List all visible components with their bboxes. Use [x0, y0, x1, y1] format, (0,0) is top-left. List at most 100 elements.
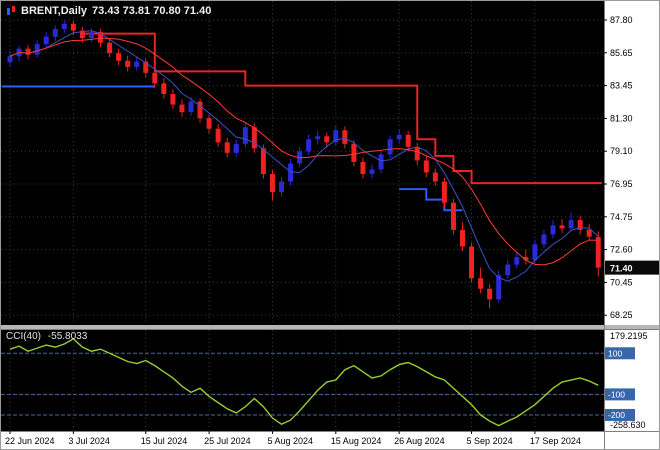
candle-body: [523, 257, 529, 261]
candle-body: [514, 257, 520, 265]
candle-body: [478, 278, 484, 289]
price-axis-bg: [604, 0, 660, 450]
candle-body: [450, 202, 456, 230]
candle-body: [369, 169, 375, 175]
candle-body: [414, 146, 420, 161]
candle-body: [152, 72, 158, 84]
cci-max-label: 179.2195: [610, 331, 648, 341]
price-axis-label: 74.75: [610, 212, 633, 222]
indicator-value: -55.8033: [47, 331, 88, 342]
candle-body: [98, 32, 103, 43]
candle-body: [242, 127, 248, 144]
candle-body: [269, 174, 275, 193]
candle-body: [134, 61, 140, 67]
cci-level-label: -100: [608, 389, 625, 399]
candle-body: [460, 229, 465, 247]
cci-level-badge: [605, 408, 635, 421]
symbol-icon: [7, 6, 15, 15]
lower-channel-line: [2, 85, 463, 212]
cci-level-badge: [605, 388, 635, 401]
candle-body: [206, 118, 212, 129]
candle-body: [360, 161, 366, 175]
candle-body: [25, 48, 31, 55]
candle-body: [52, 29, 58, 37]
time-axis-label: 26 Aug 2024: [394, 436, 445, 446]
candle-body: [387, 139, 393, 155]
time-axis-label: 15 Aug 2024: [331, 436, 382, 446]
candle-body: [34, 44, 40, 55]
price-axis-label: 85.65: [610, 48, 633, 58]
cci-level-label: -200: [608, 410, 625, 420]
time-axis-label: 3 Jul 2024: [68, 436, 110, 446]
candle-body: [469, 246, 475, 279]
price-axis-label: 72.60: [610, 245, 633, 255]
price-axis-label: 68.25: [610, 310, 633, 320]
candle-body: [586, 229, 592, 237]
symbol-period: BRENT,Daily: [21, 5, 88, 17]
candle-body: [61, 23, 67, 30]
candle-body: [595, 236, 601, 268]
candle-body: [7, 56, 13, 63]
time-axis-label: 5 Sep 2024: [467, 436, 513, 446]
candle-body: [179, 104, 185, 113]
candle-body: [70, 23, 76, 31]
candle-body: [541, 234, 547, 245]
chart-title: BRENT,Daily 73.43 73.81 70.80 71.40: [6, 5, 211, 17]
time-axis-label: 22 Jun 2024: [5, 436, 55, 446]
indicator-label: CCI(40) -55.8033: [6, 331, 91, 342]
price-axis-label: 70.45: [610, 277, 633, 287]
candle-body: [396, 134, 402, 140]
panel-separator: [0, 325, 660, 330]
candle-body: [43, 36, 49, 45]
candle-body: [550, 225, 556, 235]
candle-body: [487, 288, 493, 300]
candle-body: [79, 30, 85, 39]
candle-body: [215, 128, 221, 143]
price-axis-label: 81.30: [610, 113, 633, 123]
current-price-label: 71.40: [610, 264, 633, 274]
candle-body: [378, 154, 384, 170]
candle-body: [532, 244, 538, 261]
price-axis-label: 87.80: [610, 15, 633, 25]
cci-level-badge: [605, 347, 635, 360]
price-axis-label: 83.45: [610, 81, 633, 91]
candle-body: [279, 181, 284, 193]
price-axis-label: 76.95: [610, 179, 633, 189]
candle-body: [496, 275, 502, 300]
main-plot-bg: [1, 1, 604, 325]
candle-body: [568, 220, 574, 229]
ohlc-readout: 73.43 73.81 70.80 71.40: [92, 5, 212, 17]
price-axis-label: 79.10: [610, 146, 633, 156]
candle-body: [260, 148, 266, 175]
candle-body: [125, 60, 131, 67]
candle-body: [432, 172, 438, 182]
candle-body: [88, 32, 94, 39]
indicator-plot-bg: [1, 330, 604, 431]
time-axis-label: 15 Jul 2024: [141, 436, 188, 446]
candle-body: [351, 143, 357, 162]
ma-slow-line: [9, 37, 599, 266]
candle-body: [197, 101, 203, 119]
time-axis-label: 25 Jul 2024: [204, 436, 251, 446]
time-axis-bg: [0, 431, 660, 450]
candle-body: [559, 225, 565, 229]
candle-body: [224, 142, 230, 153]
candle-body: [405, 134, 411, 147]
candle-body: [342, 130, 348, 144]
candle-body: [333, 130, 339, 143]
candle-body: [161, 83, 167, 94]
candle-body: [251, 127, 257, 149]
cci-min-label: -258.630: [610, 420, 646, 430]
candle-body: [288, 163, 294, 182]
candle-body: [505, 264, 511, 276]
candle-body: [116, 53, 122, 61]
candle-body: [315, 136, 321, 140]
candle-body: [107, 42, 113, 54]
indicator-name: CCI(40): [6, 331, 42, 342]
time-axis-label: 17 Sep 2024: [530, 436, 581, 446]
time-axis-label: 5 Aug 2024: [267, 436, 313, 446]
candle-body: [233, 143, 239, 153]
candle-body: [423, 160, 429, 173]
